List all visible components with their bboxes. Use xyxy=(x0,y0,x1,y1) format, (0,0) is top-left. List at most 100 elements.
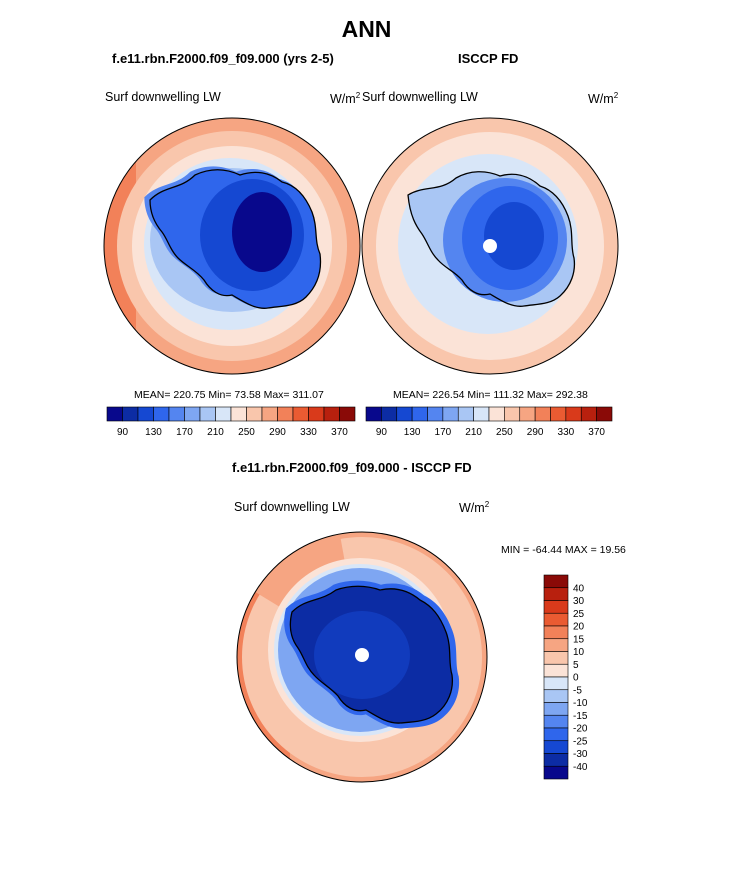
diff-colorbar-tick-label: 0 xyxy=(573,673,579,684)
panel-2-stats: MEAN= 226.54 Min= 111.32 Max= 292.38 xyxy=(393,389,588,401)
panel-1-units: W/m2 xyxy=(330,91,361,107)
panel-1-colorbar-tick-label: 210 xyxy=(207,427,224,438)
panel-1-colorbar-tick-label: 130 xyxy=(145,427,162,438)
diff-colorbar-swatch xyxy=(543,600,569,614)
panel-2-colorbar-swatch xyxy=(565,406,582,422)
panel-1-colorbar-swatch xyxy=(323,406,340,422)
panel-2-colorbar: 90 130 170 210 250 290 330 370 xyxy=(365,406,613,438)
diff-colorbar-swatch xyxy=(543,689,569,703)
diff-colorbar-tick-label: -25 xyxy=(573,736,588,747)
panel-1-title: f.e11.rbn.F2000.f09_f09.000 (yrs 2-5) xyxy=(112,51,334,66)
panel-1-colorbar-swatch xyxy=(153,406,170,422)
panel-2-colorbar-swatch xyxy=(580,406,597,422)
diff-colorbar-tick-label: 20 xyxy=(573,622,585,633)
diff-colorbar-tick-label: 30 xyxy=(573,596,585,607)
panel-1-colorbar-tick-label: 170 xyxy=(176,427,193,438)
diff-colorbar-swatch xyxy=(543,574,569,589)
panel-1-colorbar-tick-label: 290 xyxy=(269,427,286,438)
diff-colorbar-swatch xyxy=(543,676,569,691)
panel-2-title: ISCCP FD xyxy=(458,51,519,66)
panel-2-colorbar-swatch xyxy=(550,406,567,422)
diff-colorbar-tick-label: -5 xyxy=(573,685,582,696)
diff-colorbar-tick-label: -40 xyxy=(573,762,588,773)
diff-colorbar-swatch xyxy=(543,702,569,716)
diff-units: W/m2 xyxy=(459,500,490,516)
panel-1-colorbar-swatch xyxy=(339,406,356,422)
diff-colorbar-tick-label: -20 xyxy=(573,724,588,735)
panel-2-colorbar-swatch xyxy=(504,406,521,422)
panel-1-colorbar-swatch xyxy=(308,406,325,422)
panel-1-colorbar-tick-label: 370 xyxy=(331,427,348,438)
diff-stats: MIN = -64.44 MAX = 19.56 xyxy=(501,544,626,556)
diff-colorbar-tick-label: -30 xyxy=(573,749,588,760)
panel-1-colorbar-swatch xyxy=(199,406,216,422)
panel-1-colorbar-swatch xyxy=(246,406,263,422)
panel-1-colorbar-swatch xyxy=(106,406,123,422)
panel-2-colorbar-swatch xyxy=(427,406,444,422)
panel-2-colorbar-swatch xyxy=(411,406,428,422)
diff-colorbar-tick-label: -15 xyxy=(573,711,588,722)
panel-1-colorbar-swatch xyxy=(122,406,139,422)
panel-2-units: W/m2 xyxy=(588,91,619,107)
panel-1-colorbar-tick-label: 250 xyxy=(238,427,255,438)
panel-1-colorbar: 90 130 170 210 250 290 330 370 xyxy=(106,406,356,438)
panel-1-colorbar-swatch xyxy=(137,406,154,422)
diff-colorbar-tick-label: 40 xyxy=(573,583,585,594)
panel-1-colorbar-swatch xyxy=(215,406,232,422)
diff-colorbar-swatch xyxy=(543,727,569,742)
panel-1-map xyxy=(104,118,360,374)
panel-1-colorbar-swatch xyxy=(168,406,185,422)
diff-colorbar-tick-label: 10 xyxy=(573,647,585,658)
diff-colorbar-swatch xyxy=(543,587,569,601)
diff-colorbar-swatch xyxy=(543,651,569,665)
diff-colorbar-tick-label: 25 xyxy=(573,609,585,620)
figure-title: ANN xyxy=(341,16,392,42)
panel-2-map xyxy=(362,118,618,374)
panel-2-colorbar-tick-label: 170 xyxy=(435,427,452,438)
diff-field-label: Surf downwelling LW xyxy=(234,500,350,514)
panel-2-colorbar-tick-label: 330 xyxy=(558,427,575,438)
diff-colorbar-swatch xyxy=(543,638,569,652)
panel-2-colorbar-tick-label: 290 xyxy=(527,427,544,438)
panel-2-colorbar-tick-label: 90 xyxy=(376,427,388,438)
diff-pole-hole xyxy=(355,648,369,662)
panel-2-colorbar-swatch xyxy=(442,406,459,422)
panel-2-colorbar-swatch xyxy=(365,406,382,422)
diff-colorbar-swatch xyxy=(543,740,569,754)
panel-1-colorbar-swatch xyxy=(184,406,201,422)
diff-colorbar-swatch xyxy=(543,625,569,640)
diff-colorbar-tick-label: 5 xyxy=(573,660,579,671)
diff-colorbar-swatch xyxy=(543,765,569,780)
diff-colorbar-swatch xyxy=(543,714,569,729)
panel-2-colorbar-swatch xyxy=(534,406,551,422)
diff-colorbar-tick-label: -10 xyxy=(573,698,588,709)
panel-2-colorbar-swatch xyxy=(396,406,413,422)
diff-colorbar-swatch xyxy=(543,663,569,678)
panel-1-colorbar-tick-label: 330 xyxy=(300,427,317,438)
panel-2-colorbar-swatch xyxy=(596,406,613,422)
panel-1-colorbar-swatch xyxy=(292,406,309,422)
panel-2-colorbar-swatch xyxy=(519,406,536,422)
diff-colorbar-tick-label: 15 xyxy=(573,634,585,645)
panel-1-colorbar-swatch xyxy=(230,406,247,422)
panel-2-colorbar-tick-label: 370 xyxy=(588,427,605,438)
panel-2-colorbar-swatch xyxy=(457,406,474,422)
panel-2-colorbar-tick-label: 210 xyxy=(465,427,482,438)
panel-2-colorbar-swatch xyxy=(473,406,490,422)
pole-hole xyxy=(483,239,497,253)
diff-map xyxy=(237,532,487,782)
diff-panel-title: f.e11.rbn.F2000.f09_f09.000 - ISCCP FD xyxy=(232,460,472,475)
diff-colorbar-swatch xyxy=(543,612,569,627)
panel-1-stats: MEAN= 220.75 Min= 73.58 Max= 311.07 xyxy=(134,389,324,401)
panel-1-colorbar-swatch xyxy=(277,406,294,422)
panel-1-colorbar-swatch xyxy=(261,406,278,422)
panel-2-colorbar-tick-label: 250 xyxy=(496,427,513,438)
panel-2-field-label: Surf downwelling LW xyxy=(362,90,478,104)
panel-1-field-label: Surf downwelling LW xyxy=(105,90,221,104)
panel-2-colorbar-swatch xyxy=(381,406,398,422)
diff-colorbar-swatch xyxy=(543,753,569,767)
panel-2-colorbar-swatch xyxy=(488,406,505,422)
panel-2-colorbar-tick-label: 130 xyxy=(404,427,421,438)
